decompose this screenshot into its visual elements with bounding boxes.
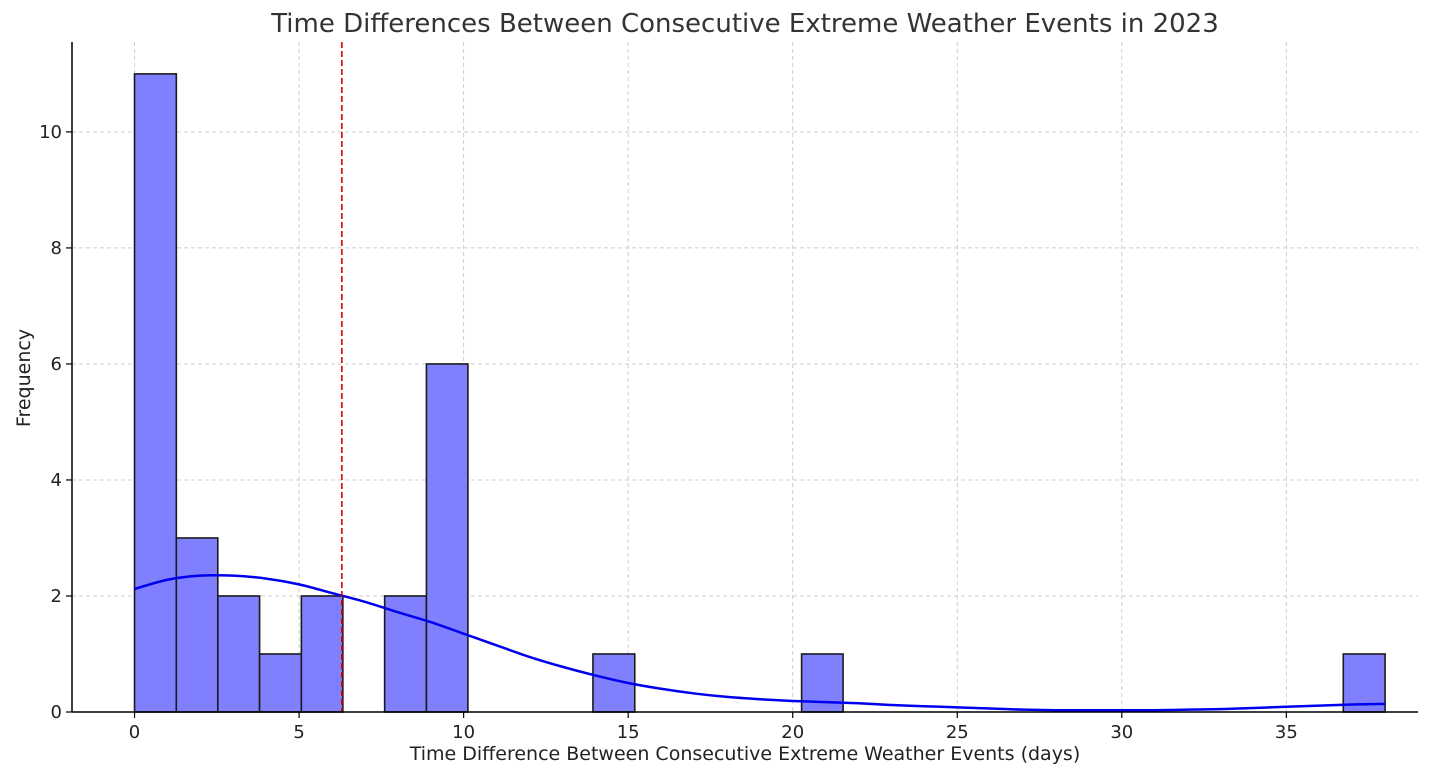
axes xyxy=(71,42,1418,713)
x-axis-label: Time Difference Between Consecutive Extr… xyxy=(409,743,1081,765)
y-tick-label: 6 xyxy=(51,354,62,375)
y-tick-label: 0 xyxy=(51,702,62,723)
x-tick-label: 20 xyxy=(781,722,804,743)
x-tick-label: 15 xyxy=(617,722,640,743)
x-tick-label: 30 xyxy=(1110,722,1133,743)
grid-lines xyxy=(72,42,1418,713)
x-tick-label: 35 xyxy=(1275,722,1298,743)
x-axis-ticks: 0 5 10 15 20 25 30 35 xyxy=(129,712,1298,743)
chart-title: Time Differences Between Consecutive Ext… xyxy=(270,9,1219,39)
x-tick-label: 0 xyxy=(129,722,140,743)
y-axis-ticks: 0 2 4 6 8 10 xyxy=(39,122,72,723)
histogram-bar xyxy=(300,595,344,713)
histogram-bars xyxy=(133,73,1386,713)
y-axis-label: Frequency xyxy=(13,329,35,427)
histogram-bar xyxy=(425,363,469,713)
x-tick-label: 25 xyxy=(946,722,969,743)
x-tick-label: 10 xyxy=(452,722,475,743)
histogram-bar xyxy=(175,537,219,713)
y-tick-label: 10 xyxy=(39,122,62,143)
histogram-bar xyxy=(258,653,303,713)
y-tick-label: 2 xyxy=(51,586,62,607)
y-tick-label: 4 xyxy=(51,470,62,491)
histogram-bar xyxy=(216,595,261,713)
histogram-bar xyxy=(133,73,178,713)
x-tick-label: 5 xyxy=(293,722,304,743)
y-tick-label: 8 xyxy=(51,238,62,259)
